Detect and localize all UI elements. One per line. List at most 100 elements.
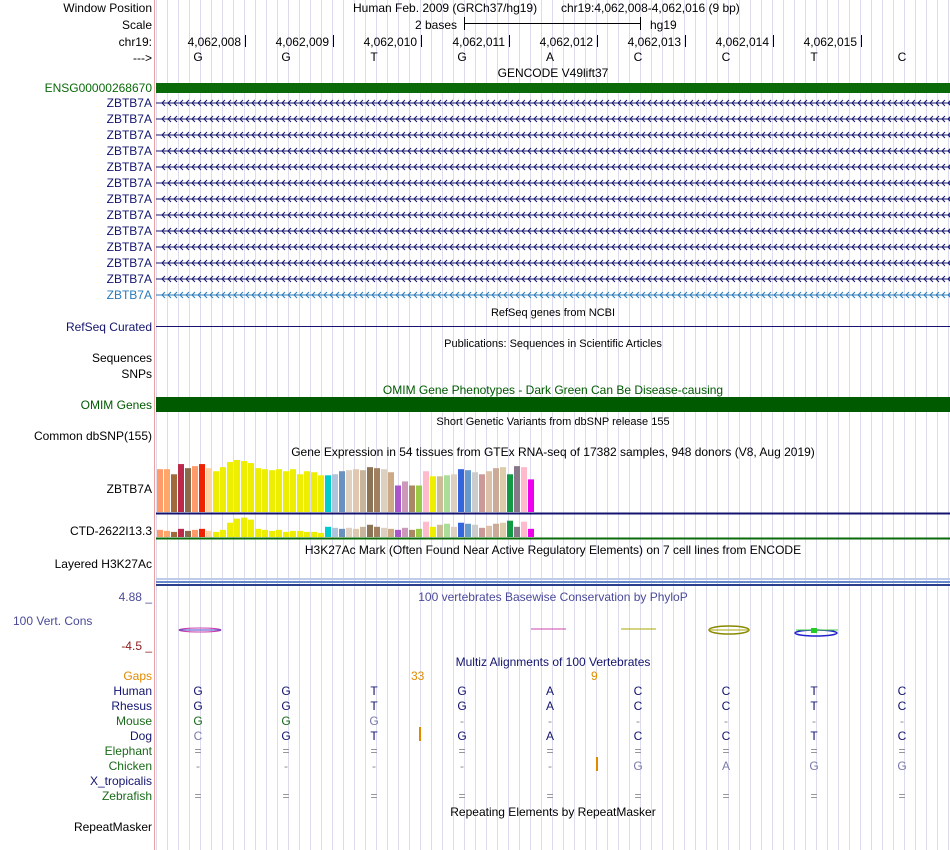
gencode-track-title[interactable]: GENCODE V49lift37 — [497, 66, 609, 80]
h3k27ac-label[interactable]: Layered H3K27Ac — [54, 557, 152, 571]
gencode-transcript-label[interactable]: ZBTB7A — [106, 160, 152, 174]
gencode-transcript-label[interactable]: ZBTB7A — [106, 208, 152, 222]
gtex-tissue-bar[interactable] — [276, 529, 282, 537]
gtex-tissue-bar[interactable] — [528, 479, 534, 512]
refseq-line[interactable] — [156, 326, 950, 327]
gtex-tissue-bar[interactable] — [381, 527, 387, 537]
multiz-species-label[interactable]: Human — [113, 684, 152, 698]
gtex-tissue-bar[interactable] — [192, 529, 198, 537]
gtex-tissue-bar[interactable] — [276, 469, 282, 512]
gtex-tissue-bar[interactable] — [227, 522, 233, 537]
h3k27ac-signal-2[interactable] — [156, 581, 950, 583]
gtex-tissue-bar[interactable] — [409, 485, 415, 512]
gencode-transcript-label[interactable]: ZBTB7A — [106, 272, 152, 286]
gencode-transcript-line[interactable] — [156, 115, 950, 123]
omim-label[interactable]: OMIM Genes — [80, 398, 152, 412]
cons-label[interactable]: 100 Vert. Cons — [13, 614, 93, 628]
gtex-tissue-bar[interactable] — [416, 528, 422, 537]
gencode-transcript-label[interactable]: ZBTB7A — [106, 128, 152, 142]
cons-track-title[interactable]: 100 vertebrates Basewise Conservation by… — [418, 590, 688, 604]
dbsnp-label[interactable]: Common dbSNP(155) — [33, 429, 152, 443]
gtex-tissue-bar[interactable] — [318, 475, 324, 512]
gencode-transcript-line[interactable] — [156, 99, 950, 107]
gtex-tissue-bar[interactable] — [353, 528, 359, 537]
multiz-species-label[interactable]: Zebrafish — [101, 789, 152, 803]
h3k27ac-signal-3[interactable] — [156, 584, 950, 586]
gtex-tissue-bar[interactable] — [227, 462, 233, 512]
gtex-track-title[interactable]: Gene Expression in 54 tissues from GTEx … — [291, 445, 815, 459]
multiz-species-label[interactable]: Dog — [129, 729, 152, 743]
gtex-tissue-bar[interactable] — [472, 472, 478, 512]
gencode-gene-label[interactable]: ENSG00000268670 — [44, 81, 152, 95]
gtex-tissue-bar[interactable] — [339, 471, 345, 512]
omim-track-title[interactable]: OMIM Gene Phenotypes - Dark Green Can Be… — [382, 383, 724, 397]
gtex-tissue-bar[interactable] — [353, 469, 359, 512]
gtex-tissue-bar[interactable] — [220, 529, 226, 537]
gtex-tissue-bar[interactable] — [318, 532, 324, 537]
gtex-tissue-bar[interactable] — [528, 528, 534, 537]
gtex-tissue-bar[interactable] — [185, 530, 191, 537]
gtex-tissue-bar[interactable] — [248, 519, 254, 537]
gtex-tissue-bar[interactable] — [199, 464, 205, 512]
gtex-tissue-bar[interactable] — [360, 526, 366, 537]
gtex-tissue-bar[interactable] — [206, 468, 212, 512]
multiz-track-title[interactable]: Multiz Alignments of 100 Vertebrates — [455, 655, 651, 669]
gtex-tissue-bar[interactable] — [423, 471, 429, 512]
gtex-tissue-bar[interactable] — [521, 521, 527, 537]
gtex-tissue-bar[interactable] — [500, 467, 506, 512]
gtex-tissue-bar[interactable] — [332, 527, 338, 537]
gtex-tissue-bar[interactable] — [451, 474, 457, 512]
multiz-species-label[interactable]: Rhesus — [111, 699, 152, 713]
gtex-tissue-bar[interactable] — [297, 474, 303, 512]
gencode-transcript-label[interactable]: ZBTB7A — [106, 96, 152, 110]
gtex-tissue-bar[interactable] — [381, 469, 387, 512]
gtex-tissue-bar[interactable] — [409, 529, 415, 537]
gtex-expression-chart-1[interactable] — [156, 458, 950, 515]
omim-bar[interactable] — [156, 397, 950, 412]
gtex-tissue-bar[interactable] — [507, 474, 513, 512]
gtex-tissue-bar[interactable] — [521, 467, 527, 512]
gtex-gene2-label[interactable]: CTD-2622I13.3 — [69, 524, 152, 538]
gencode-transcript-label[interactable]: ZBTB7A — [106, 112, 152, 126]
gtex-tissue-bar[interactable] — [269, 530, 275, 537]
refseq-label[interactable]: RefSeq Curated — [65, 320, 152, 334]
gtex-tissue-bar[interactable] — [213, 531, 219, 537]
repeatmasker-track-title[interactable]: Repeating Elements by RepeatMasker — [450, 805, 656, 819]
gencode-transcript-line[interactable] — [156, 243, 950, 251]
gtex-tissue-bar[interactable] — [171, 531, 177, 537]
gtex-tissue-bar[interactable] — [332, 474, 338, 512]
gtex-gene1-label[interactable]: ZBTB7A — [106, 482, 152, 496]
gtex-tissue-bar[interactable] — [451, 526, 457, 537]
gencode-transcript-line[interactable] — [156, 179, 950, 187]
multiz-species-label[interactable]: Chicken — [108, 759, 152, 773]
gtex-tissue-bar[interactable] — [388, 472, 394, 512]
repeatmasker-label[interactable]: RepeatMasker — [73, 820, 152, 834]
gencode-transcript-line[interactable] — [156, 131, 950, 139]
gtex-tissue-bar[interactable] — [241, 517, 247, 537]
gtex-tissue-bar[interactable] — [234, 460, 240, 512]
gtex-tissue-bar[interactable] — [297, 530, 303, 537]
gtex-tissue-bar[interactable] — [465, 470, 471, 512]
gtex-tissue-bar[interactable] — [199, 528, 205, 537]
gtex-tissue-bar[interactable] — [514, 466, 520, 512]
gtex-tissue-bar[interactable] — [213, 471, 219, 512]
gencode-transcript-label[interactable]: ZBTB7A — [106, 176, 152, 190]
gtex-tissue-bar[interactable] — [395, 529, 401, 537]
gtex-tissue-bar[interactable] — [423, 521, 429, 537]
gtex-tissue-bar[interactable] — [500, 522, 506, 537]
gencode-transcript-label[interactable]: ZBTB7A — [106, 144, 152, 158]
gtex-tissue-bar[interactable] — [430, 526, 436, 537]
gtex-tissue-bar[interactable] — [514, 526, 520, 537]
multiz-species-label[interactable]: Mouse — [115, 714, 152, 728]
gtex-tissue-bar[interactable] — [325, 526, 331, 537]
gtex-tissue-bar[interactable] — [283, 471, 289, 512]
gtex-tissue-bar[interactable] — [437, 476, 443, 512]
gtex-tissue-bar[interactable] — [192, 466, 198, 512]
gtex-tissue-bar[interactable] — [164, 469, 170, 512]
gtex-tissue-bar[interactable] — [325, 475, 331, 512]
gtex-tissue-bar[interactable] — [262, 469, 268, 512]
gencode-transcript-line[interactable] — [156, 195, 950, 203]
gtex-tissue-bar[interactable] — [262, 529, 268, 537]
dbsnp-track-title[interactable]: Short Genetic Variants from dbSNP releas… — [436, 416, 670, 428]
gtex-tissue-bar[interactable] — [157, 529, 163, 537]
